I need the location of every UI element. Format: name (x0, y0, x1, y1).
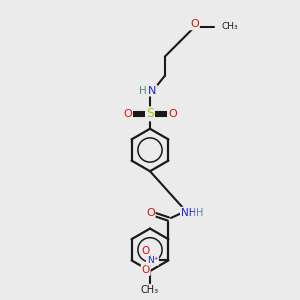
Text: N: N (148, 85, 157, 96)
Text: N⁺: N⁺ (147, 256, 158, 265)
Text: O: O (142, 246, 150, 256)
Text: O: O (190, 19, 199, 29)
Text: H: H (139, 85, 146, 96)
Text: H: H (196, 208, 203, 218)
Text: NH: NH (181, 208, 196, 218)
Text: O: O (123, 109, 132, 119)
Text: CH₃: CH₃ (141, 285, 159, 295)
Text: CH₃: CH₃ (221, 22, 238, 32)
Text: O: O (146, 208, 155, 218)
Text: O: O (142, 265, 150, 275)
Text: S: S (146, 107, 154, 120)
Text: O: O (168, 109, 177, 119)
